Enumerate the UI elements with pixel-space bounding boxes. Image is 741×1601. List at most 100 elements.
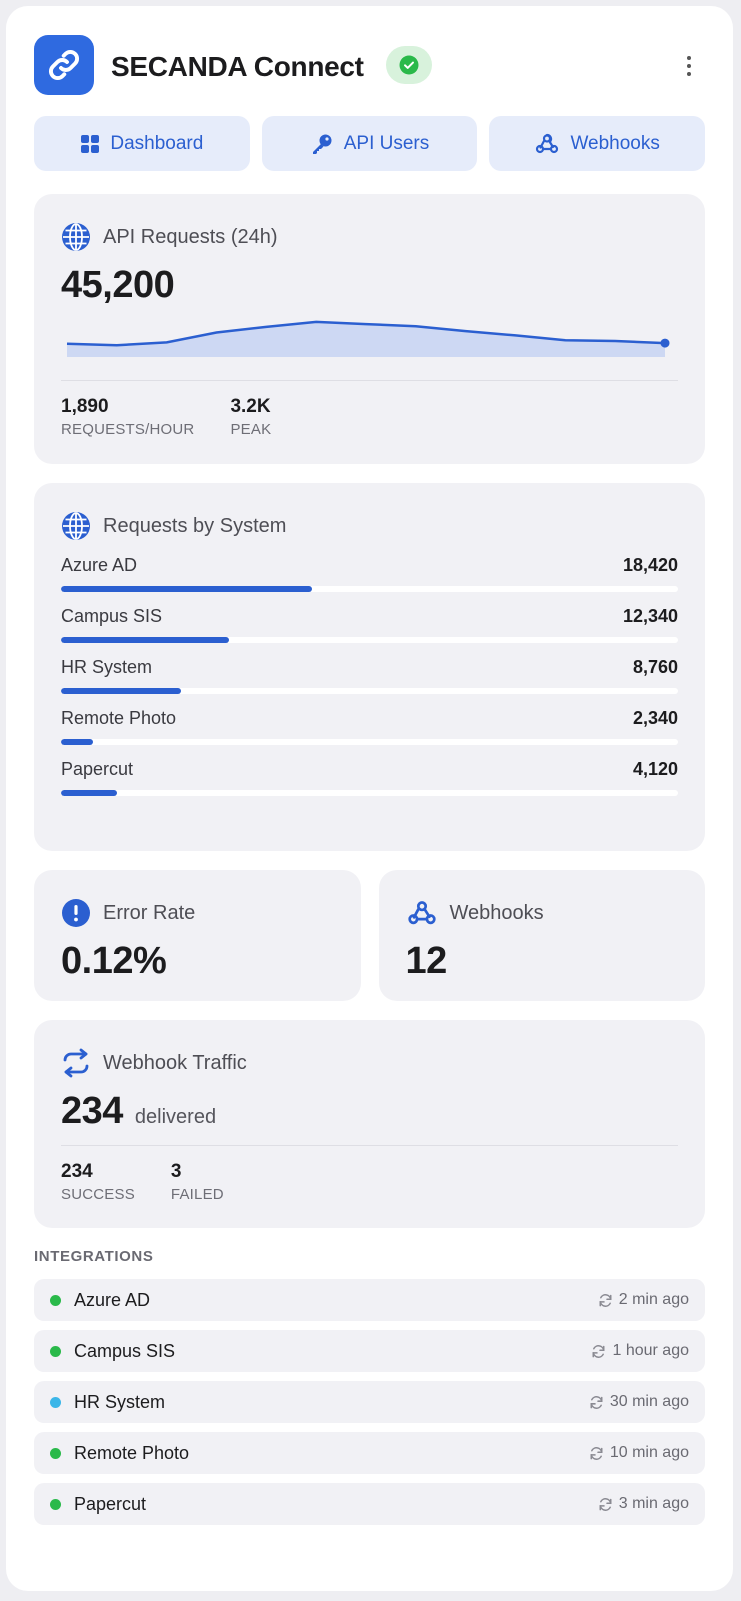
- tab-api-users[interactable]: API Users: [261, 116, 478, 171]
- system-bar-track: [61, 739, 678, 745]
- integration-name: Papercut: [74, 1493, 147, 1514]
- system-name: Remote Photo: [61, 708, 177, 728]
- tab-label: Dashboard: [110, 132, 204, 154]
- card-title: API Requests (24h): [103, 225, 278, 248]
- requests-per-hour-value: 1,890: [61, 396, 109, 417]
- integration-name: Campus SIS: [74, 1340, 176, 1361]
- system-row: HR System 8,760: [61, 657, 678, 694]
- status-dot: [50, 1294, 61, 1306]
- requests-sparkline: [66, 320, 670, 357]
- system-value: 8,760: [632, 657, 678, 677]
- globe-icon: [62, 223, 90, 251]
- sync-icon: [592, 1344, 605, 1358]
- webhook-traffic-unit: delivered: [134, 1106, 217, 1128]
- api-requests-total: 45,200: [61, 264, 175, 306]
- webhook-traffic-stats: 234 SUCCESS 3 FAILED: [61, 1161, 678, 1203]
- peak-value: 3.2K: [230, 396, 271, 417]
- failed-value: 3: [170, 1161, 182, 1182]
- requests-by-system-card: Requests by System Azure AD 18,420 Campus …: [34, 483, 705, 851]
- success-value: 234: [61, 1161, 93, 1182]
- integrations-list: Azure AD 2 min ago Campus SIS 1 hour ago HR …: [34, 1279, 705, 1525]
- system-bar-track: [61, 688, 678, 694]
- system-bar-fill: [61, 586, 313, 592]
- integrations-heading: INTEGRATIONS: [34, 1248, 154, 1265]
- app-window: SECANDA Connect Dashboard API User: [6, 6, 733, 1591]
- card-title: Webhook Traffic: [103, 1051, 247, 1074]
- status-badge: [386, 46, 432, 84]
- system-bar-track: [61, 790, 678, 796]
- last-sync-time: 3 min ago: [618, 1495, 689, 1512]
- integration-row[interactable]: Azure AD 2 min ago: [34, 1279, 705, 1321]
- system-list: Azure AD 18,420 Campus SIS 12,340 HR System 8…: [61, 555, 678, 796]
- integration-row[interactable]: Remote Photo 10 min ago: [34, 1432, 705, 1474]
- integration-name: Azure AD: [74, 1289, 151, 1310]
- status-dot: [50, 1345, 61, 1357]
- app-title: SECANDA Connect: [111, 51, 364, 82]
- last-sync-time: 30 min ago: [609, 1393, 689, 1410]
- card-title: Error Rate: [103, 901, 196, 924]
- system-row: Campus SIS 12,340: [61, 606, 678, 643]
- webhook-icon: [407, 901, 436, 925]
- system-value: 18,420: [622, 555, 678, 575]
- sparkline-point: [660, 338, 670, 348]
- system-name: Azure AD: [61, 555, 138, 575]
- link-logo-icon: [34, 35, 94, 95]
- nav-bar: Dashboard API Users Webhooks: [34, 116, 706, 171]
- tab-label: API Users: [343, 132, 430, 154]
- failed-label: FAILED: [170, 1186, 224, 1203]
- api-requests-stats: 1,890 REQUESTS/HOUR 3.2K PEAK: [61, 396, 271, 438]
- sync-icon: [590, 1446, 603, 1460]
- system-name: HR System: [61, 657, 153, 677]
- sync-icon: [590, 1395, 603, 1409]
- success-label: SUCCESS: [61, 1186, 135, 1203]
- system-name: Campus SIS: [61, 606, 163, 626]
- system-bar-track: [61, 586, 678, 592]
- integration-name: Remote Photo: [74, 1442, 190, 1463]
- integration-row[interactable]: Campus SIS 1 hour ago: [34, 1330, 705, 1372]
- integration-row[interactable]: HR System 30 min ago: [34, 1381, 705, 1423]
- system-bar-fill: [61, 739, 93, 745]
- app-header: SECANDA Connect: [34, 6, 705, 116]
- sync-icon: [599, 1293, 612, 1307]
- system-row: Papercut 4,120: [61, 759, 678, 796]
- webhook-traffic-card: Webhook Traffic 234 delivered 234 SUCCES…: [34, 1020, 705, 1228]
- integration-row[interactable]: Papercut 3 min ago: [34, 1483, 705, 1525]
- card-title: Webhooks: [449, 901, 544, 924]
- system-row: Remote Photo 2,340: [61, 708, 678, 745]
- sparkline-line: [66, 320, 666, 347]
- last-sync-time: 1 hour ago: [612, 1342, 689, 1359]
- system-row: Azure AD 18,420: [61, 555, 678, 592]
- status-dot: [50, 1396, 61, 1408]
- system-name: Papercut: [61, 759, 134, 779]
- system-bar-fill: [61, 637, 230, 643]
- system-bar-track: [61, 637, 678, 643]
- globe-icon: [62, 512, 90, 540]
- sparkline-area: [67, 321, 665, 357]
- status-dot: [50, 1498, 61, 1510]
- error-rate-card: Error Rate 0.12%: [34, 870, 361, 1001]
- key-icon: [312, 134, 332, 154]
- card-title: Requests by System: [103, 514, 287, 537]
- tab-dashboard[interactable]: Dashboard: [34, 116, 250, 171]
- api-requests-card: API Requests (24h) 45,200 1,890 REQUESTS…: [34, 194, 705, 464]
- grid-icon: [81, 134, 100, 153]
- more-menu-button[interactable]: [677, 52, 701, 80]
- peak-label: PEAK: [230, 421, 272, 438]
- error-rate-value: 0.12%: [61, 940, 167, 982]
- system-bar-fill: [61, 688, 181, 694]
- integration-name: HR System: [74, 1391, 166, 1412]
- system-value: 4,120: [632, 759, 678, 779]
- tab-label: Webhooks: [570, 132, 660, 154]
- alert-circle-icon: [62, 899, 90, 927]
- last-sync-time: 2 min ago: [618, 1291, 689, 1308]
- tab-webhooks[interactable]: Webhooks: [489, 116, 706, 171]
- requests-per-hour-label: REQUESTS/HOUR: [61, 421, 195, 438]
- status-dot: [50, 1447, 61, 1459]
- webhooks-count: 12: [405, 940, 448, 982]
- webhook-traffic-value: 234: [61, 1090, 123, 1132]
- system-bar-fill: [61, 790, 118, 796]
- system-value: 2,340: [632, 708, 678, 728]
- swap-arrows-icon: [63, 1048, 89, 1078]
- sync-icon: [599, 1497, 612, 1511]
- system-value: 12,340: [622, 606, 678, 626]
